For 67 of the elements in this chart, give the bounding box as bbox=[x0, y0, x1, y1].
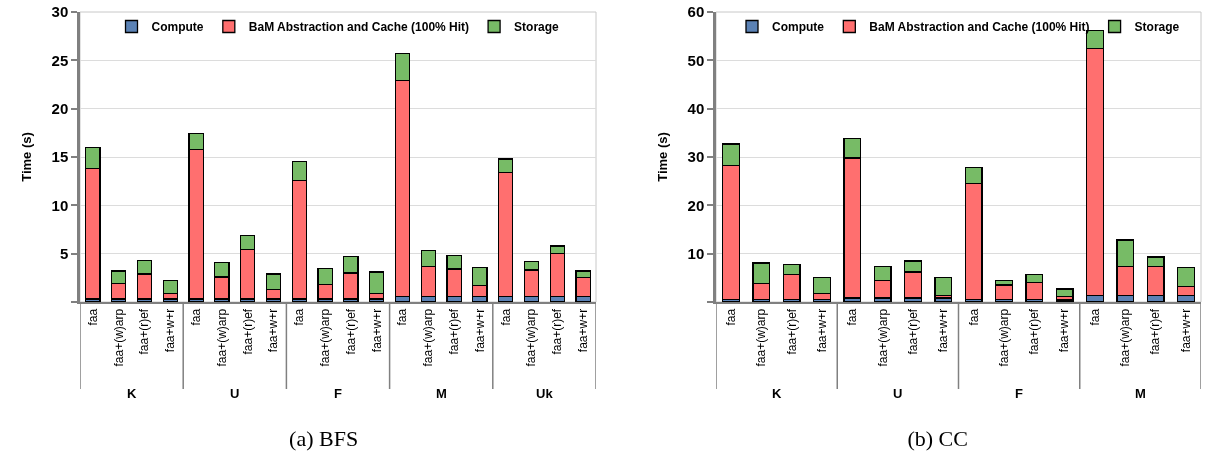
text: Uk bbox=[536, 386, 554, 401]
x-tick-label: faa+w+r bbox=[1057, 308, 1072, 353]
x-tick-label: faa+w+r bbox=[472, 308, 487, 353]
text: F bbox=[1015, 386, 1023, 401]
x-tick-label: faa bbox=[395, 308, 410, 326]
x-tick-label: faa+w+r bbox=[266, 308, 281, 353]
y-tick-label: 50 bbox=[687, 51, 705, 69]
x-tick-label: faa+(r)ef bbox=[784, 308, 799, 355]
legend-label: Compute bbox=[151, 20, 204, 35]
y-axis-title: Time (s) bbox=[18, 132, 34, 182]
text: (a) BFS bbox=[289, 425, 359, 451]
x-tick-label: faa+(w)arp bbox=[1118, 308, 1133, 367]
x-tick-label: faa bbox=[498, 308, 513, 326]
text: M bbox=[436, 386, 447, 401]
x-tick-label: faa+(r)ef bbox=[1148, 308, 1163, 355]
legend-label: BaM Abstraction and Cache (100% Hit) bbox=[248, 20, 470, 35]
x-tick-label: faa+(w)arp bbox=[754, 308, 769, 367]
x-tick-label: faa bbox=[85, 308, 100, 326]
x-tick-label: faa bbox=[845, 308, 860, 326]
x-tick-label: faa+w+r bbox=[936, 308, 951, 353]
y-tick-label: 30 bbox=[51, 3, 69, 21]
legend-label: BaM Abstraction and Cache (100% Hit) bbox=[869, 20, 1090, 35]
legend-label: Storage bbox=[514, 20, 560, 35]
y-tick-label: 10 bbox=[687, 244, 705, 262]
text: U bbox=[893, 386, 903, 401]
y-tick-label: 30 bbox=[687, 148, 705, 166]
x-tick-label: faa bbox=[724, 308, 739, 326]
y-tick-label: 20 bbox=[687, 196, 705, 214]
y-tick-label: 5 bbox=[59, 244, 69, 262]
text: K bbox=[772, 386, 782, 401]
x-tick-label: faa bbox=[189, 308, 203, 326]
x-tick-label: faa+(w)arp bbox=[318, 308, 332, 367]
y-tick-label: 15 bbox=[51, 148, 69, 166]
y-tick-label: 40 bbox=[687, 99, 705, 117]
x-tick-label: faa+(r)ef bbox=[137, 308, 152, 355]
x-tick-label: faa+(w)arp bbox=[875, 308, 890, 367]
y-tick-label: 20 bbox=[51, 99, 69, 117]
x-tick-label: faa+(r)ef bbox=[905, 308, 920, 355]
x-tick-label: faa+(w)arp bbox=[996, 308, 1011, 367]
x-tick-label: faa+(r)ef bbox=[447, 308, 461, 355]
text: (b) CC bbox=[907, 425, 968, 451]
x-tick-label: faa+w+r bbox=[163, 308, 178, 353]
x-tick-label: faa+(w)arp bbox=[214, 308, 229, 367]
x-tick-label: faa+w+r bbox=[814, 308, 829, 353]
x-tick-label: faa+(r)ef bbox=[1027, 308, 1042, 355]
x-tick-label: faa+w+r bbox=[576, 308, 590, 353]
y-tick-label: 10 bbox=[51, 196, 69, 214]
text: U bbox=[230, 386, 240, 401]
x-tick-label: faa bbox=[1087, 308, 1102, 326]
y-axis-title: Time (s) bbox=[654, 132, 670, 182]
x-tick-label: faa+(w)arp bbox=[111, 308, 126, 367]
x-tick-label: faa+w+r bbox=[1178, 308, 1193, 353]
x-tick-label: faa+(w)arp bbox=[421, 308, 436, 367]
x-tick-label: faa+(w)arp bbox=[524, 308, 539, 367]
x-tick-label: faa bbox=[966, 308, 981, 326]
legend-label: Compute bbox=[772, 20, 825, 35]
x-tick-label: faa+(r)ef bbox=[343, 308, 358, 355]
text: M bbox=[1135, 386, 1146, 401]
x-tick-label: faa+(r)ef bbox=[550, 308, 565, 355]
text: K bbox=[127, 386, 137, 401]
y-tick-label: 25 bbox=[51, 51, 69, 69]
x-tick-label: faa bbox=[292, 308, 307, 326]
y-tick-label: 60 bbox=[687, 3, 705, 21]
x-tick-label: faa+w+r bbox=[369, 308, 384, 353]
legend-label: Storage bbox=[1134, 20, 1180, 35]
x-tick-label: faa+(r)ef bbox=[240, 308, 255, 355]
text: F bbox=[334, 386, 342, 401]
